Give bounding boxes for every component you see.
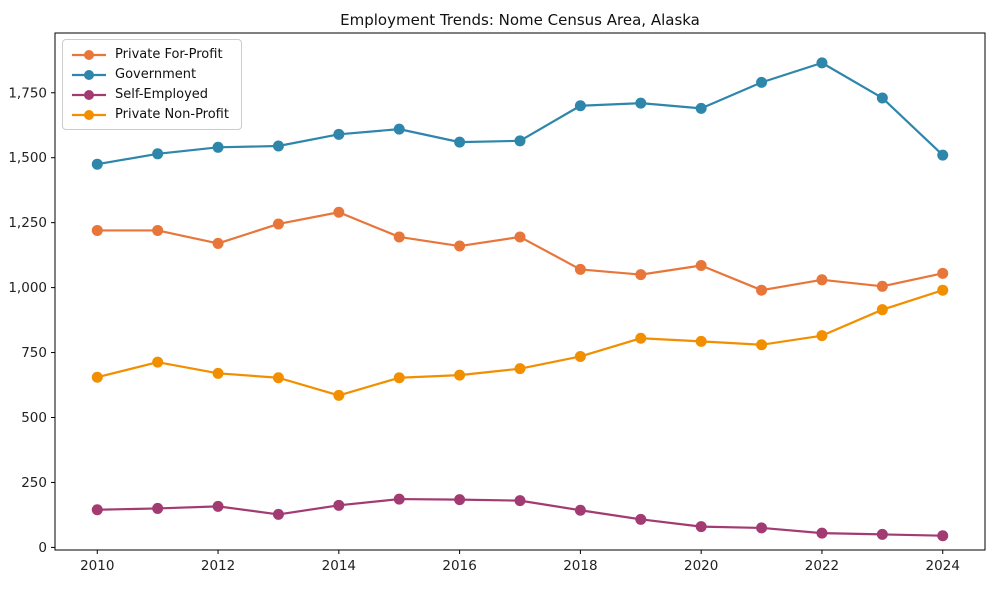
- data-point-self-employed: [91, 504, 103, 516]
- data-point-self-employed: [695, 521, 707, 533]
- legend-label-private-for-profit: Private For-Profit: [115, 47, 223, 62]
- legend-item-private-for-profit: Private For-Profit: [72, 46, 229, 63]
- y-tick-label: 750: [21, 345, 47, 361]
- data-point-private-non-profit: [635, 332, 647, 344]
- data-point-private-non-profit: [333, 389, 345, 401]
- x-tick-label: 2022: [805, 558, 839, 574]
- data-point-government: [212, 141, 224, 153]
- y-tick-label: 1,500: [8, 150, 47, 166]
- y-tick-label: 500: [21, 410, 47, 426]
- data-point-private-for-profit: [695, 260, 707, 272]
- data-point-private-for-profit: [514, 231, 526, 243]
- data-point-government: [272, 140, 284, 152]
- data-point-government: [756, 76, 768, 88]
- legend-marker-self-employed: [72, 89, 106, 100]
- legend-marker-private-for-profit: [72, 49, 106, 60]
- legend-item-self-employed: Self-Employed: [72, 86, 229, 103]
- data-point-private-for-profit: [272, 218, 284, 230]
- y-tick-label: 1,250: [8, 215, 47, 231]
- legend-marker-government: [72, 69, 106, 80]
- data-point-private-non-profit: [937, 284, 949, 296]
- data-point-private-for-profit: [454, 240, 466, 252]
- y-tick-label: 1,750: [8, 85, 47, 101]
- data-point-private-for-profit: [876, 280, 888, 292]
- data-point-private-non-profit: [272, 372, 284, 384]
- axes-frame: [54, 32, 986, 551]
- x-tick-label: 2024: [926, 558, 960, 574]
- data-point-private-for-profit: [937, 267, 949, 279]
- data-point-private-for-profit: [756, 284, 768, 296]
- data-point-government: [574, 100, 586, 112]
- x-tick-label: 2010: [80, 558, 114, 574]
- data-point-private-for-profit: [393, 231, 405, 243]
- data-point-government: [393, 123, 405, 135]
- y-tick-label: 250: [21, 475, 47, 491]
- data-point-government: [91, 158, 103, 170]
- legend: Private For-Profit Government Self-Employe…: [62, 39, 242, 130]
- x-tick-label: 2018: [563, 558, 597, 574]
- data-point-private-non-profit: [514, 363, 526, 375]
- data-point-self-employed: [816, 527, 828, 539]
- series-line-private-for-profit: [96, 211, 944, 292]
- data-point-government: [876, 92, 888, 104]
- data-point-self-employed: [937, 530, 949, 542]
- legend-marker-private-non-profit: [72, 109, 106, 120]
- data-point-private-non-profit: [876, 304, 888, 316]
- legend-label-self-employed: Self-Employed: [115, 87, 209, 102]
- data-point-self-employed: [393, 493, 405, 505]
- data-point-private-non-profit: [91, 371, 103, 383]
- legend-label-private-non-profit: Private Non-Profit: [115, 107, 229, 122]
- data-point-self-employed: [756, 522, 768, 534]
- data-point-private-for-profit: [635, 269, 647, 281]
- data-point-self-employed: [152, 502, 164, 514]
- x-tick-label: 2012: [201, 558, 235, 574]
- data-point-private-non-profit: [212, 367, 224, 379]
- data-point-self-employed: [514, 495, 526, 507]
- data-point-self-employed: [454, 494, 466, 506]
- data-point-private-non-profit: [816, 330, 828, 342]
- data-point-private-non-profit: [756, 339, 768, 351]
- data-point-private-non-profit: [454, 369, 466, 381]
- data-point-self-employed: [212, 500, 224, 512]
- y-tick-label: 1,000: [8, 280, 47, 296]
- data-point-government: [333, 128, 345, 140]
- series-line-private-non-profit: [96, 289, 944, 397]
- data-point-private-for-profit: [574, 263, 586, 275]
- data-point-government: [514, 135, 526, 147]
- data-point-self-employed: [876, 528, 888, 540]
- data-point-government: [454, 136, 466, 148]
- data-point-self-employed: [272, 508, 284, 520]
- chart-title: Employment Trends: Nome Census Area, Ala…: [340, 11, 700, 29]
- data-point-private-for-profit: [333, 206, 345, 218]
- data-point-government: [937, 149, 949, 161]
- x-tick-label: 2020: [684, 558, 718, 574]
- data-point-government: [695, 102, 707, 114]
- data-point-government: [152, 148, 164, 160]
- data-point-government: [816, 57, 828, 69]
- data-point-private-non-profit: [152, 356, 164, 368]
- data-point-self-employed: [333, 499, 345, 511]
- data-point-self-employed: [635, 513, 647, 525]
- data-point-private-for-profit: [816, 274, 828, 286]
- data-point-government: [635, 97, 647, 109]
- data-point-private-for-profit: [91, 224, 103, 236]
- legend-item-government: Government: [72, 66, 229, 83]
- x-tick-label: 2016: [442, 558, 476, 574]
- data-point-private-for-profit: [212, 237, 224, 249]
- legend-item-private-non-profit: Private Non-Profit: [72, 106, 229, 123]
- x-tick-label: 2014: [322, 558, 356, 574]
- legend-label-government: Government: [115, 67, 197, 82]
- data-point-self-employed: [574, 504, 586, 516]
- y-tick-label: 0: [38, 540, 47, 556]
- data-point-private-non-profit: [695, 335, 707, 347]
- data-point-private-non-profit: [393, 372, 405, 384]
- data-point-private-for-profit: [152, 224, 164, 236]
- data-point-private-non-profit: [574, 350, 586, 362]
